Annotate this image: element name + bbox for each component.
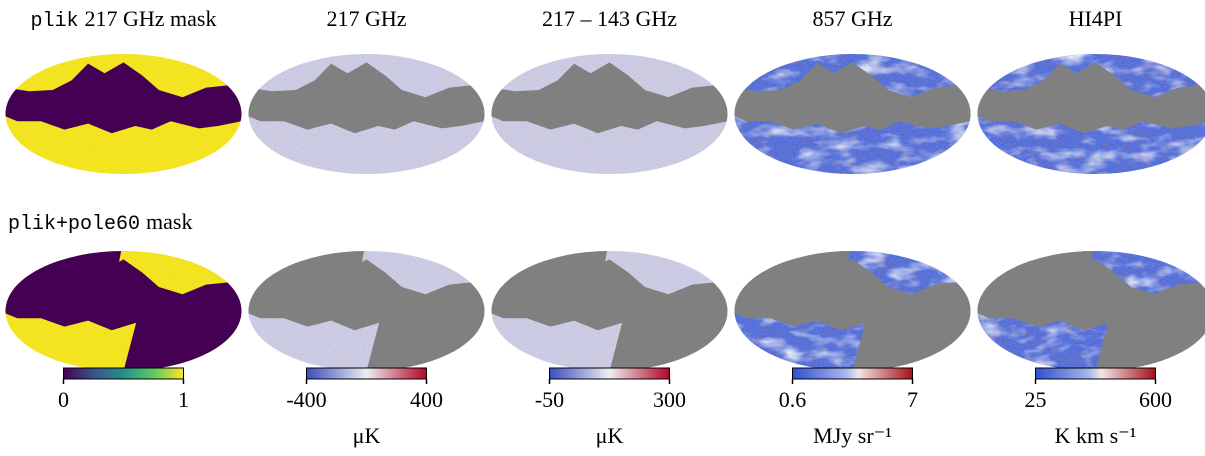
- sky-map: [249, 54, 485, 174]
- colorbar-tick-label: 0.6: [779, 387, 807, 412]
- colorbar-tick-label: 25: [1025, 387, 1047, 412]
- sky-map: [735, 251, 971, 371]
- column-title-part: 857 GHz: [812, 6, 892, 31]
- colorbar-tick-label: 1: [178, 387, 189, 412]
- colorbar-tick-label: 0: [58, 387, 69, 412]
- sky-map: [978, 54, 1205, 174]
- colorbar: [550, 368, 670, 379]
- masked-region: [6, 251, 122, 289]
- column-title-part: 217 GHz: [326, 6, 406, 31]
- colorbar-tick-label: -50: [535, 387, 564, 412]
- colorbar: [64, 368, 184, 379]
- colorbar-unit: MJy sr⁻¹: [813, 423, 892, 448]
- masked-region: [124, 317, 242, 371]
- colorbar-unit: K km s⁻¹: [1055, 423, 1137, 448]
- column-title-part: 217 GHz mask: [85, 6, 217, 31]
- colorbar-tick-label: -400: [286, 387, 326, 412]
- colorbar-tick-label: 400: [410, 387, 443, 412]
- colorbar: [1036, 368, 1156, 379]
- masked-region: [1096, 317, 1205, 371]
- colorbar-tick-label: 300: [653, 387, 686, 412]
- sky-map: [492, 251, 728, 371]
- column-title: 857 GHz: [812, 6, 892, 31]
- column-title-part: 217 – 143 GHz: [542, 6, 677, 31]
- sky-map: [6, 251, 242, 371]
- colorbar: [307, 368, 427, 379]
- masked-region: [492, 251, 608, 289]
- masked-region: [978, 251, 1094, 289]
- row-label-part: mask: [146, 209, 192, 234]
- colorbar-tick-label: 600: [1139, 387, 1172, 412]
- row-label-part: plik+pole60: [8, 213, 140, 236]
- colorbar: [793, 368, 913, 379]
- colorbar-tick-label: 7: [907, 387, 918, 412]
- sky-map: [492, 54, 728, 174]
- column-title: 217 GHz: [326, 6, 406, 31]
- sky-map: [249, 251, 485, 371]
- column-title-part: HI4PI: [1069, 6, 1123, 31]
- column-title: 217 – 143 GHz: [542, 6, 677, 31]
- column-title: HI4PI: [1069, 6, 1123, 31]
- masked-region: [853, 317, 971, 371]
- row-label: plik+pole60 mask: [8, 209, 192, 236]
- sky-map: [6, 54, 242, 174]
- colorbar-unit: μK: [596, 423, 624, 448]
- masked-region: [610, 317, 728, 371]
- column-title-part: plik: [31, 10, 79, 33]
- colorbar-unit: μK: [353, 423, 381, 448]
- sky-map: [978, 251, 1205, 371]
- column-title: plik 217 GHz mask: [31, 6, 217, 33]
- masked-region: [249, 251, 365, 289]
- masked-region: [367, 317, 485, 371]
- masked-region: [735, 251, 851, 289]
- sky-map: [735, 54, 971, 174]
